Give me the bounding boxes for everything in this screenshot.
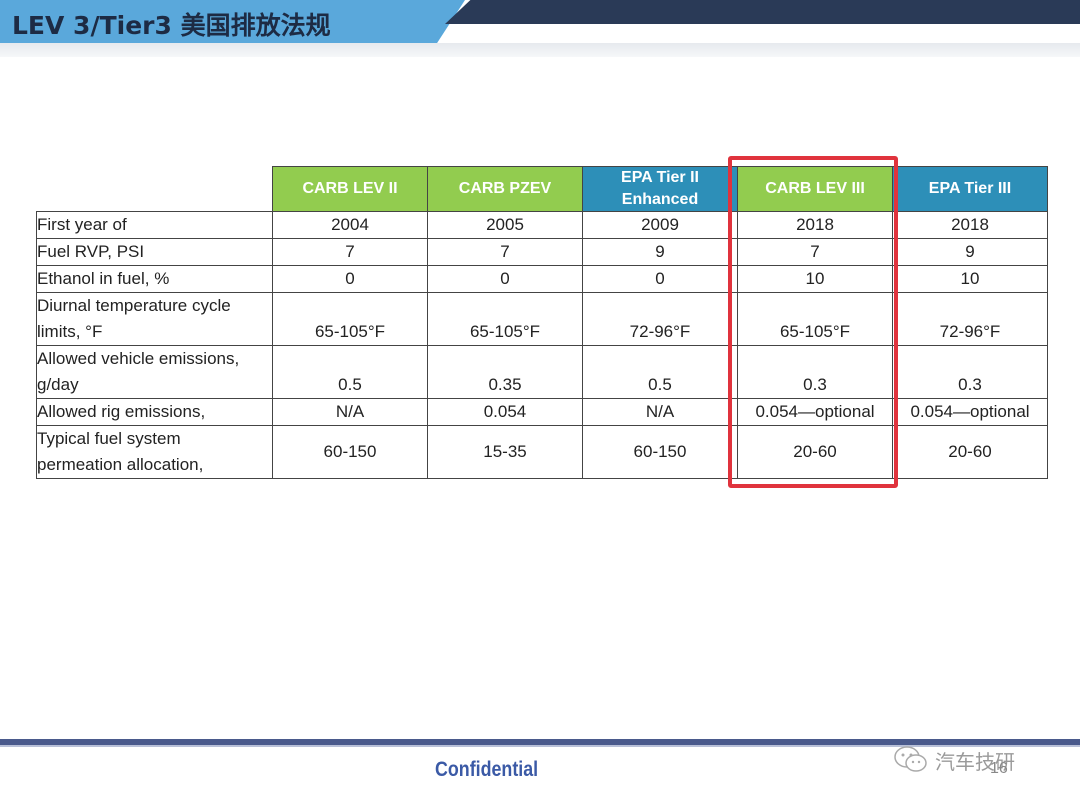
table-cell: 7	[427, 238, 583, 266]
table-cell: 2009	[582, 211, 738, 239]
table-cell: 65-105°F	[427, 292, 583, 346]
watermark-text: 汽车技研	[935, 751, 1015, 774]
table-cell: 0	[427, 265, 583, 293]
header-corner	[36, 166, 273, 212]
row-label: Allowed vehicle emissions, g/day	[36, 345, 273, 399]
table-cell: 60-150	[272, 425, 428, 479]
table-cell: 2018	[892, 211, 1048, 239]
row-label: Diurnal temperature cycle limits, °F	[36, 292, 273, 346]
col-header-carb-pzev: CARB PZEV	[427, 166, 583, 212]
table-header-row: CARB LEV II CARB PZEV EPA Tier II Enhance…	[36, 166, 1048, 212]
table-cell: 0	[582, 265, 738, 293]
row-label: Fuel RVP, PSI	[36, 238, 273, 266]
table-row: Allowed rig emissions, N/A 0.054 N/A 0.0…	[36, 398, 1048, 426]
table-cell: 7	[737, 238, 893, 266]
footer-divider	[0, 739, 1080, 745]
table-row: Fuel RVP, PSI 7 7 9 7 9	[36, 238, 1048, 266]
table-cell: 0.5	[582, 345, 738, 399]
table-cell: 0.054	[427, 398, 583, 426]
table-cell: 0.054—optional	[737, 398, 893, 426]
emissions-table: CARB LEV II CARB PZEV EPA Tier II Enhance…	[36, 166, 1048, 479]
watermark: 汽车技研	[893, 745, 1015, 775]
page-number: 16	[990, 760, 1008, 777]
table-cell: 9	[582, 238, 738, 266]
table-cell: 7	[272, 238, 428, 266]
title-dark-band	[445, 0, 1080, 24]
wechat-icon	[894, 746, 927, 772]
row-label: Allowed rig emissions,	[36, 398, 273, 426]
table-row: Diurnal temperature cycle limits, °F 65-1…	[36, 292, 1048, 346]
row-label: First year of	[36, 211, 273, 239]
table-cell: 0.3	[737, 345, 893, 399]
row-label: Ethanol in fuel, %	[36, 265, 273, 293]
table-cell: 9	[892, 238, 1048, 266]
table-row: Allowed vehicle emissions, g/day 0.5 0.35…	[36, 345, 1048, 399]
title-shadow	[0, 43, 1080, 57]
table-cell: 60-150	[582, 425, 738, 479]
col-header-carb-lev-ii: CARB LEV II	[272, 166, 428, 212]
table-row: First year of 2004 2005 2009 2018 2018	[36, 211, 1048, 239]
slide-title: LEV 3/Tier3 美国排放法规	[12, 11, 331, 40]
table-cell: 10	[737, 265, 893, 293]
table-cell: 15-35	[427, 425, 583, 479]
table-cell: 20-60	[737, 425, 893, 479]
table-cell: 0	[272, 265, 428, 293]
table-cell: 10	[892, 265, 1048, 293]
table-cell: N/A	[272, 398, 428, 426]
table-cell: 72-96°F	[892, 292, 1048, 346]
title-band	[0, 0, 465, 43]
table-cell: 65-105°F	[737, 292, 893, 346]
table-cell: N/A	[582, 398, 738, 426]
table-cell: 72-96°F	[582, 292, 738, 346]
table-row: Ethanol in fuel, % 0 0 0 10 10	[36, 265, 1048, 293]
row-label: Typical fuel system permeation allocation…	[36, 425, 273, 479]
col-header-carb-lev-iii: CARB LEV III	[737, 166, 893, 212]
footer-divider-thin	[0, 745, 1080, 747]
table-cell: 0.35	[427, 345, 583, 399]
table-cell: 0.3	[892, 345, 1048, 399]
col-header-epa-tier-ii-enhanced: EPA Tier II Enhanced	[582, 166, 738, 212]
table-cell: 65-105°F	[272, 292, 428, 346]
table-row: Typical fuel system permeation allocation…	[36, 425, 1048, 479]
col-header-epa-tier-iii: EPA Tier III	[892, 166, 1048, 212]
table-cell: 20-60	[892, 425, 1048, 479]
table-cell: 2004	[272, 211, 428, 239]
table-cell: 2005	[427, 211, 583, 239]
confidential-label: Confidential	[435, 758, 539, 781]
table-cell: 0.054—optional	[892, 398, 1048, 426]
table-cell: 2018	[737, 211, 893, 239]
table-cell: 0.5	[272, 345, 428, 399]
